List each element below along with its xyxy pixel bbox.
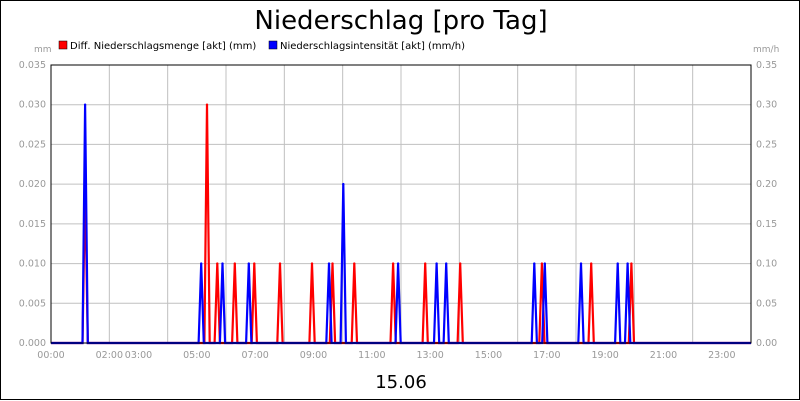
data-point xyxy=(205,103,209,106)
data-point xyxy=(540,262,544,265)
data-point xyxy=(533,262,536,265)
x-tick-label: 00:00 xyxy=(37,350,64,361)
grid-lines xyxy=(51,65,751,343)
data-point xyxy=(616,262,619,265)
x-tick-label: 23:00 xyxy=(708,350,735,361)
data-point xyxy=(327,262,331,265)
data-point xyxy=(391,262,395,265)
right-axis-unit: mm/h xyxy=(753,45,779,55)
x-tick-label: 02:00 xyxy=(96,350,123,361)
x-tick-label: 17:00 xyxy=(533,350,560,361)
y-tick-label-left: 0.005 xyxy=(19,298,46,309)
x-tick-label: 09:00 xyxy=(300,350,327,361)
data-point xyxy=(200,262,203,265)
data-point xyxy=(310,262,314,265)
y-tick-label-left: 0.015 xyxy=(19,219,46,230)
y-tick-label-right: 0.25 xyxy=(756,139,777,150)
y-tick-label-left: 0.000 xyxy=(19,338,46,349)
data-point xyxy=(424,262,427,265)
x-tick-label: 21:00 xyxy=(650,350,677,361)
data-point xyxy=(278,262,282,265)
legend-swatch-blue xyxy=(268,40,278,50)
y-tick-label-right: 0.20 xyxy=(756,179,777,190)
data-point xyxy=(342,182,345,186)
y-tick-label-left: 0.020 xyxy=(19,179,46,190)
y-tick-label-right: 0.30 xyxy=(756,100,777,111)
data-point xyxy=(626,262,629,265)
y-axis-right-ticks: 0.00 0.05 0.10 0.15 0.20 0.25 0.30 0.35 xyxy=(756,60,777,349)
data-point xyxy=(83,103,87,106)
x-tick-label: 15:00 xyxy=(475,350,502,361)
y-tick-label-right: 0.00 xyxy=(756,338,777,349)
data-point xyxy=(353,262,356,265)
y-tick-label-right: 0.10 xyxy=(756,259,777,270)
data-point xyxy=(459,262,462,265)
x-axis-ticks: 00:00 02:00 03:00 05:00 07:00 09:00 11:00 13:00… xyxy=(37,350,735,361)
data-point xyxy=(247,262,250,265)
x-tick-label: 13:00 xyxy=(416,350,443,361)
legend-label-red: Diff. Niederschlagsmenge [akt] (mm) xyxy=(70,41,256,52)
x-tick-label: 03:00 xyxy=(125,350,152,361)
data-point xyxy=(396,262,400,265)
data-point xyxy=(233,262,236,265)
data-point xyxy=(630,262,633,265)
data-point xyxy=(543,262,546,265)
x-tick-label: 11:00 xyxy=(358,350,385,361)
data-point xyxy=(590,262,593,265)
data-point xyxy=(216,262,219,265)
x-tick-label: 05:00 xyxy=(183,350,210,361)
y-tick-label-right: 0.35 xyxy=(756,60,777,71)
y-tick-label-left: 0.025 xyxy=(19,139,46,150)
legend-swatch-red xyxy=(58,40,68,50)
y-tick-label-left: 0.010 xyxy=(19,259,46,270)
data-point xyxy=(579,262,583,265)
chart-title: Niederschlag [pro Tag] xyxy=(254,6,547,36)
x-tick-label: 07:00 xyxy=(241,350,268,361)
y-tick-label-left: 0.030 xyxy=(19,100,46,111)
y-tick-label-right: 0.05 xyxy=(756,298,777,309)
plot-area-border xyxy=(50,64,752,344)
y-axis-left-ticks: 0.000 0.005 0.010 0.015 0.020 0.025 0.030 0.035 xyxy=(19,60,46,349)
data-point xyxy=(221,262,224,265)
data-point xyxy=(435,262,438,265)
y-tick-label-left: 0.035 xyxy=(19,60,46,71)
legend: Diff. Niederschlagsmenge [akt] (mm) Nied… xyxy=(58,40,465,52)
legend-label-blue: Niederschlagsintensität [akt] (mm/h) xyxy=(280,41,465,52)
data-point xyxy=(253,262,256,265)
data-point xyxy=(445,262,448,265)
data-point xyxy=(331,262,334,265)
left-axis-unit: mm xyxy=(34,45,52,55)
x-tick-label: 19:00 xyxy=(591,350,618,361)
y-tick-label-right: 0.15 xyxy=(756,219,777,230)
x-axis-date-label: 15.06 xyxy=(375,372,427,393)
